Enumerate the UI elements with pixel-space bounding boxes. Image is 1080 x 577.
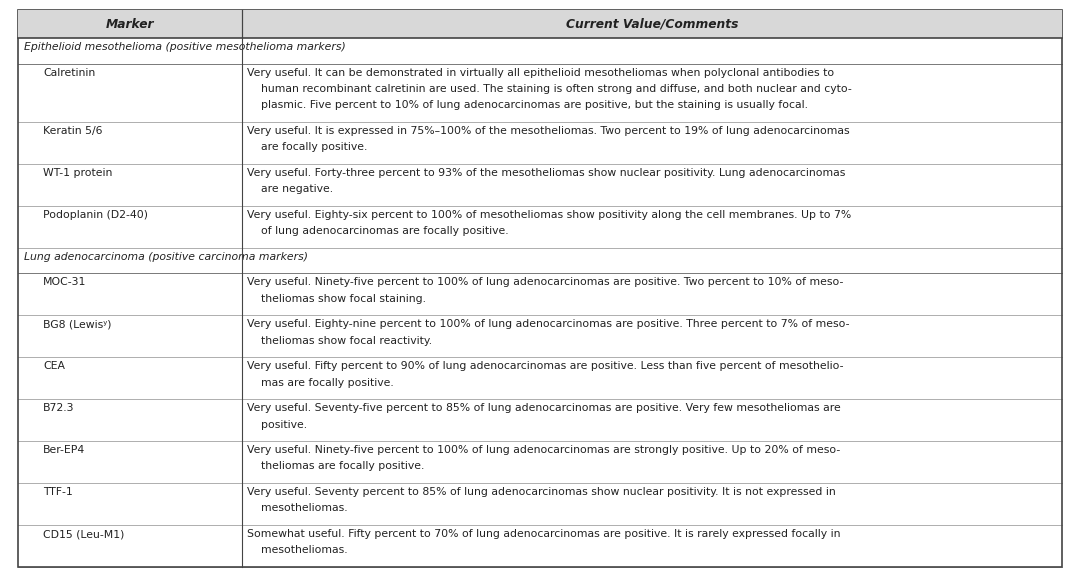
Text: CD15 (Leu-M1): CD15 (Leu-M1) <box>43 529 124 539</box>
Text: of lung adenocarcinomas are focally positive.: of lung adenocarcinomas are focally posi… <box>247 226 509 236</box>
Bar <box>18 10 1062 38</box>
Text: theliomas show focal reactivity.: theliomas show focal reactivity. <box>247 336 433 346</box>
Text: Marker: Marker <box>106 17 154 31</box>
Text: Current Value/Comments: Current Value/Comments <box>566 17 739 31</box>
Text: human recombinant calretinin are used. The staining is often strong and diffuse,: human recombinant calretinin are used. T… <box>247 84 852 94</box>
Text: are focally positive.: are focally positive. <box>247 143 368 152</box>
Text: WT-1 protein: WT-1 protein <box>43 168 112 178</box>
Text: Calretinin: Calretinin <box>43 68 95 78</box>
Text: Very useful. Seventy percent to 85% of lung adenocarcinomas show nuclear positiv: Very useful. Seventy percent to 85% of l… <box>247 487 836 497</box>
Text: Very useful. Ninety-five percent to 100% of lung adenocarcinomas are positive. T: Very useful. Ninety-five percent to 100%… <box>247 278 843 287</box>
Text: TTF-1: TTF-1 <box>43 487 72 497</box>
Text: Very useful. Fifty percent to 90% of lung adenocarcinomas are positive. Less tha: Very useful. Fifty percent to 90% of lun… <box>247 361 843 372</box>
Text: Podoplanin (D2-40): Podoplanin (D2-40) <box>43 210 148 220</box>
Text: Very useful. Eighty-nine percent to 100% of lung adenocarcinomas are positive. T: Very useful. Eighty-nine percent to 100%… <box>247 320 850 329</box>
Text: theliomas are focally positive.: theliomas are focally positive. <box>247 462 424 471</box>
Text: Very useful. Forty-three percent to 93% of the mesotheliomas show nuclear positi: Very useful. Forty-three percent to 93% … <box>247 168 846 178</box>
Text: B72.3: B72.3 <box>43 403 75 413</box>
Text: theliomas show focal staining.: theliomas show focal staining. <box>247 294 427 304</box>
Text: are negative.: are negative. <box>247 184 334 194</box>
Text: BG8 (Lewisʸ): BG8 (Lewisʸ) <box>43 320 111 329</box>
Text: Very useful. Eighty-six percent to 100% of mesotheliomas show positivity along t: Very useful. Eighty-six percent to 100% … <box>247 210 852 220</box>
Text: mas are focally positive.: mas are focally positive. <box>247 377 394 388</box>
Text: Ber-EP4: Ber-EP4 <box>43 445 85 455</box>
Text: Lung adenocarcinoma (positive carcinoma markers): Lung adenocarcinoma (positive carcinoma … <box>24 252 308 262</box>
Text: Very useful. It can be demonstrated in virtually all epithelioid mesotheliomas w: Very useful. It can be demonstrated in v… <box>247 68 835 78</box>
Text: positive.: positive. <box>247 419 308 429</box>
Text: mesotheliomas.: mesotheliomas. <box>247 503 348 514</box>
Text: plasmic. Five percent to 10% of lung adenocarcinomas are positive, but the stain: plasmic. Five percent to 10% of lung ade… <box>247 100 809 110</box>
Text: Very useful. It is expressed in 75%–100% of the mesotheliomas. Two percent to 19: Very useful. It is expressed in 75%–100%… <box>247 126 850 136</box>
Text: Keratin 5/6: Keratin 5/6 <box>43 126 103 136</box>
Text: Very useful. Seventy-five percent to 85% of lung adenocarcinomas are positive. V: Very useful. Seventy-five percent to 85%… <box>247 403 841 413</box>
Text: mesotheliomas.: mesotheliomas. <box>247 545 348 555</box>
Text: Epithelioid mesothelioma (positive mesothelioma markers): Epithelioid mesothelioma (positive mesot… <box>24 42 346 52</box>
Text: Very useful. Ninety-five percent to 100% of lung adenocarcinomas are strongly po: Very useful. Ninety-five percent to 100%… <box>247 445 840 455</box>
Text: Somewhat useful. Fifty percent to 70% of lung adenocarcinomas are positive. It i: Somewhat useful. Fifty percent to 70% of… <box>247 529 841 539</box>
Text: CEA: CEA <box>43 361 65 372</box>
Text: MOC-31: MOC-31 <box>43 278 86 287</box>
